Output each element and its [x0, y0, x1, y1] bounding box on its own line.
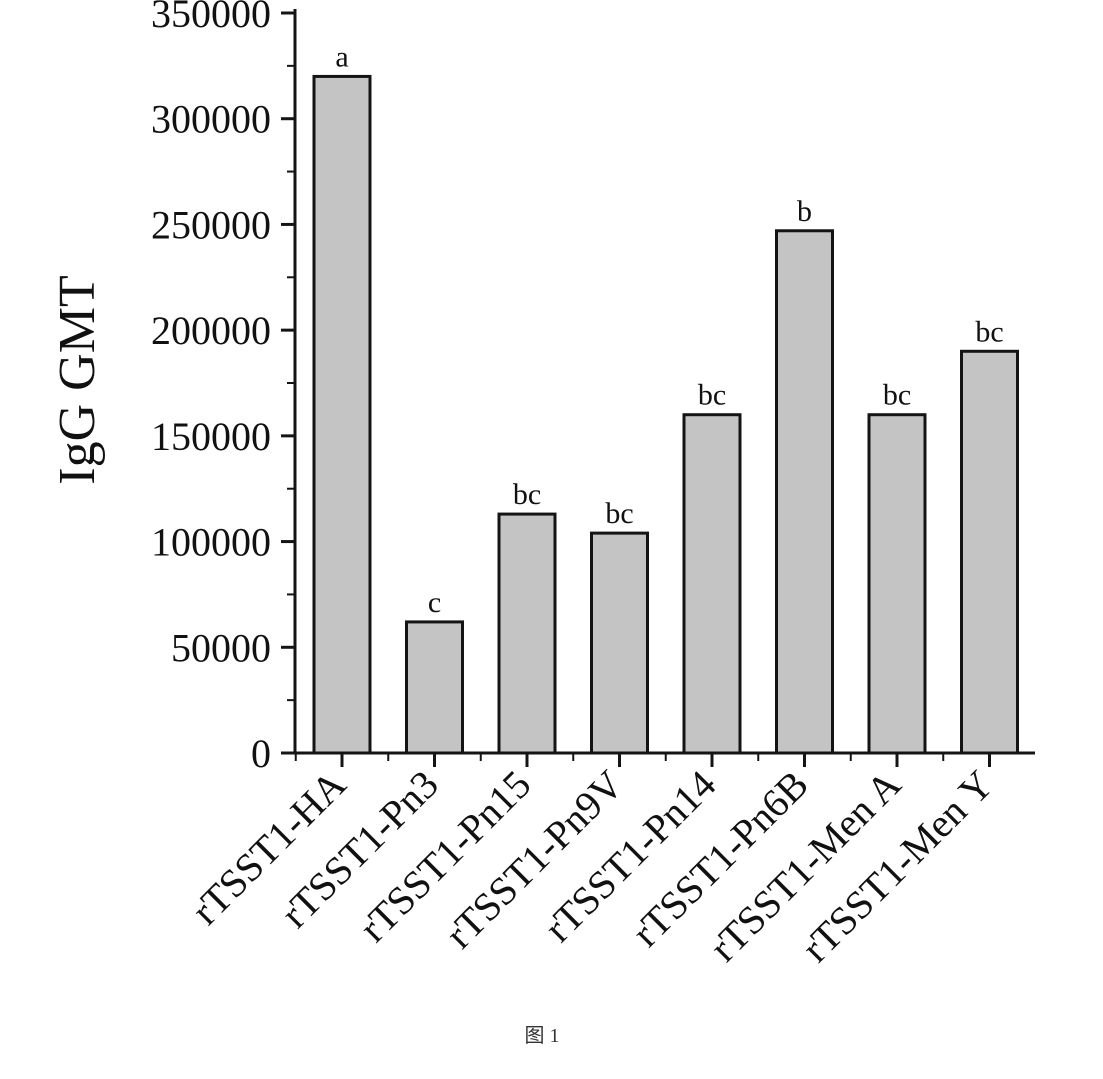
y-axis-label: IgG GMT: [49, 275, 106, 484]
y-tick-label: 300000: [151, 97, 271, 142]
bar-significance-label: bc: [883, 379, 911, 412]
y-tick-label: 350000: [151, 0, 271, 36]
y-tick-label: 0: [251, 731, 271, 776]
y-tick-label: 150000: [151, 414, 271, 459]
bar: [960, 349, 1019, 755]
y-tick-label: 100000: [151, 520, 271, 565]
x-axis-ticks: rTSST1-HArTSST1-Pn3rTSST1-Pn15rTSST1-Pn9…: [183, 753, 1002, 971]
bar: [497, 512, 557, 755]
bar-significance-label: bc: [605, 497, 633, 530]
y-tick-label: 50000: [171, 625, 271, 670]
bar-significance-label: bc: [975, 315, 1003, 348]
figure-caption: 图 1: [525, 1025, 560, 1047]
y-tick-label: 200000: [151, 308, 271, 353]
bar-significance-label: a: [335, 40, 348, 73]
y-axis-ticks: 0 50000 100000 150000 200000 250000 300000 3500…: [151, 0, 295, 776]
bar-significance-label: c: [428, 586, 441, 619]
bar: [682, 413, 742, 755]
bar-significance-label: b: [797, 195, 812, 228]
bar: [312, 74, 372, 755]
bar-significance-label: bc: [698, 379, 726, 412]
bar: [867, 413, 927, 755]
y-tick-label: 250000: [151, 202, 271, 247]
bars: [312, 74, 1019, 755]
bar: [590, 531, 649, 755]
bar: [405, 620, 464, 755]
bar-significance-label: bc: [513, 478, 541, 511]
bar: [775, 229, 834, 755]
data-labels: a c bc bc bc b bc bc: [335, 40, 1003, 618]
